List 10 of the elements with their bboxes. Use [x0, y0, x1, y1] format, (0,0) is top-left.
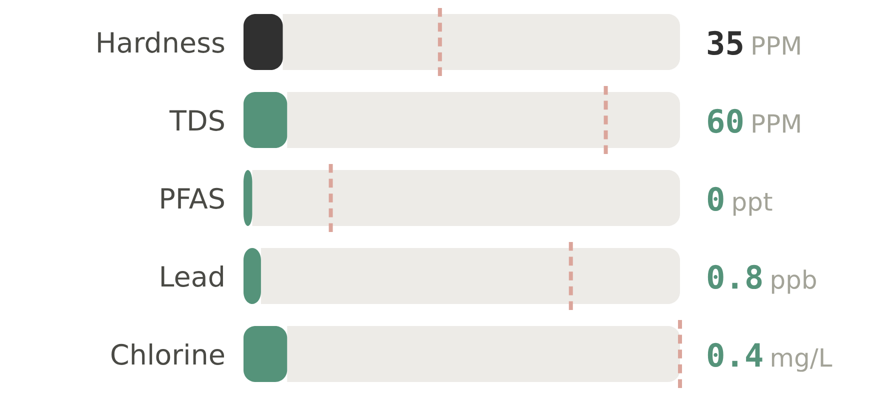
y-tick-label: Lead: [161, 265, 223, 287]
text: 35 PPM: [708, 30, 800, 56]
text: 0.4 mg/L: [708, 342, 832, 372]
y-tick-label: Hardness: [98, 31, 224, 53]
text: 60 PPM: [708, 108, 800, 134]
y-tick-label: TDS: [169, 110, 224, 131]
y-tick-label: Chlorine: [112, 343, 224, 365]
text: 0 ppt: [708, 186, 772, 216]
y-tick-label: PFAS: [161, 188, 224, 209]
text: 0.8 ppb: [708, 264, 816, 294]
